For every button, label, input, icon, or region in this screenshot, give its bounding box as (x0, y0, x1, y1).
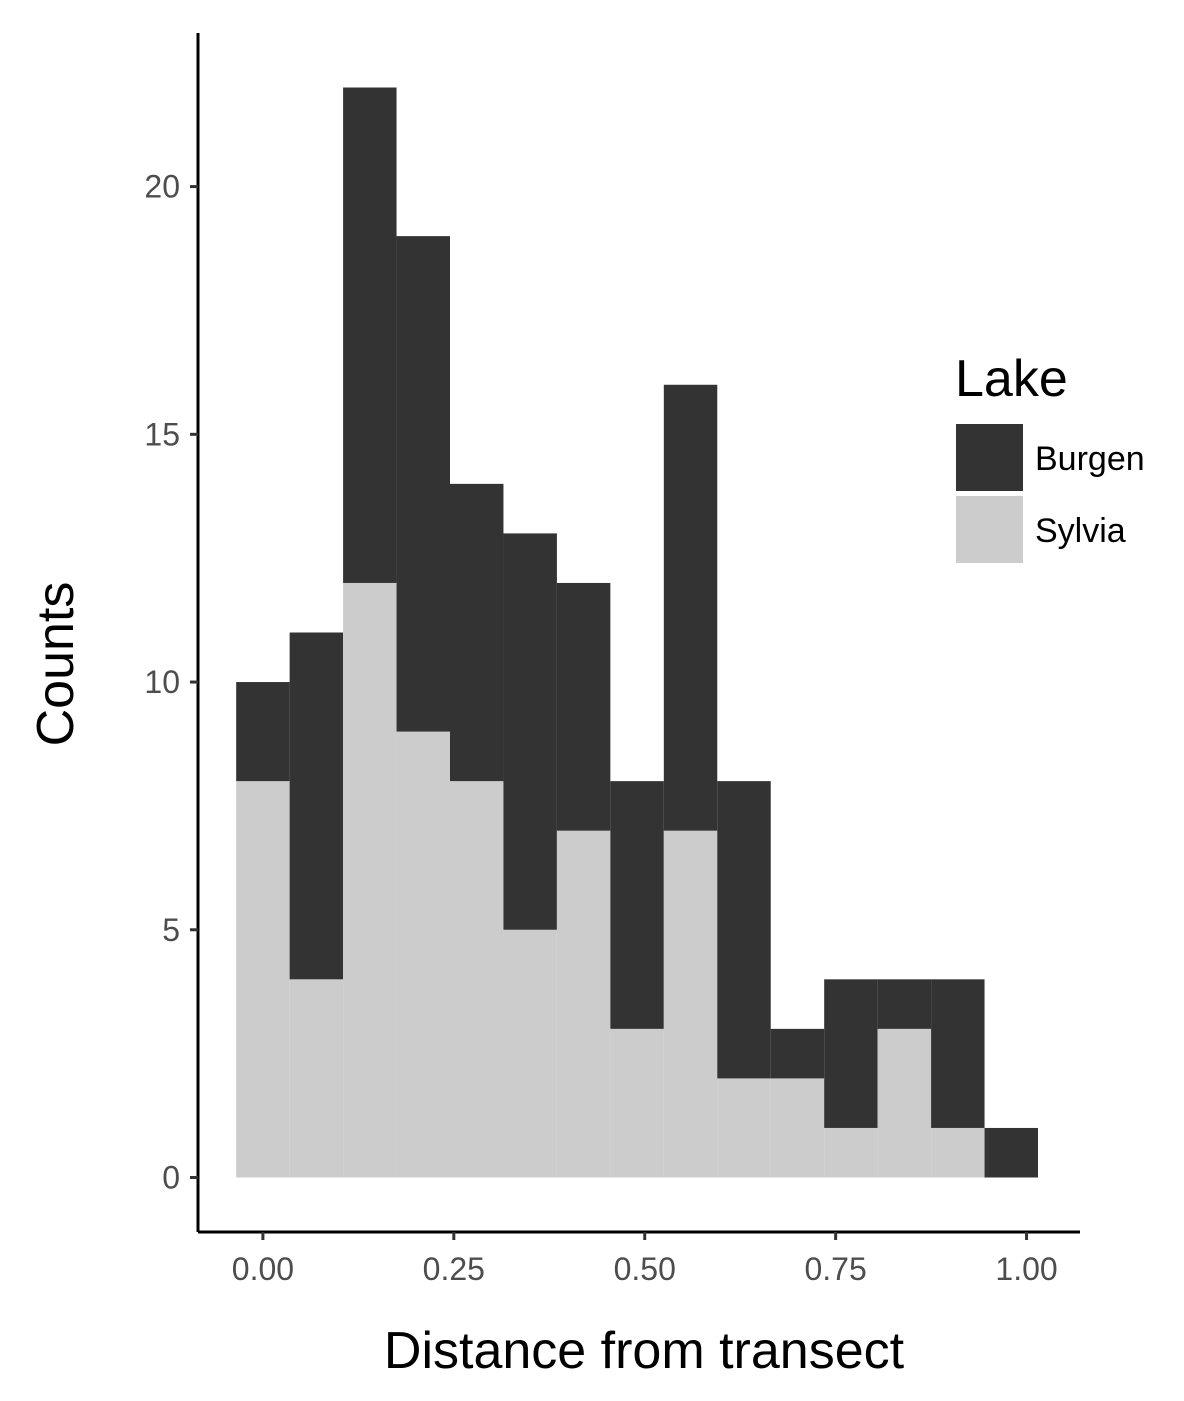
x-axis-ticks: 0.00 0.25 0.50 0.75 1.00 (232, 1232, 1058, 1287)
bar-sylvia-8 (663, 830, 718, 1178)
bar-burgen-6 (556, 582, 611, 831)
x-tick-label: 1.00 (995, 1251, 1057, 1287)
legend-label-sylvia: Sylvia (1035, 512, 1126, 550)
bar-sylvia-12 (877, 1028, 932, 1178)
bar-burgen-2 (343, 87, 397, 583)
bar-sylvia-3 (396, 731, 450, 1178)
bar-burgen-9 (717, 781, 771, 1079)
x-tick-label: 0.75 (804, 1251, 866, 1287)
x-axis-title: Distance from transect (384, 1322, 905, 1380)
x-tick-label: 0.50 (614, 1251, 676, 1287)
bar-sylvia-4 (450, 781, 504, 1178)
y-tick-label: 15 (144, 416, 180, 452)
bar-burgen-14 (984, 1127, 1038, 1178)
legend: Lake Burgen Sylvia (955, 350, 1145, 563)
legend-label-burgen: Burgen (1035, 440, 1145, 478)
bar-burgen-10 (770, 1028, 825, 1079)
bar-sylvia-1 (289, 979, 344, 1178)
x-tick-label: 0.25 (423, 1251, 485, 1287)
y-tick-label: 5 (162, 912, 180, 948)
bars-layer (236, 87, 1038, 1178)
legend-key-sylvia (956, 496, 1023, 563)
bar-burgen-5 (503, 533, 557, 930)
bar-sylvia-9 (717, 1078, 771, 1178)
bar-burgen-8 (663, 384, 718, 831)
bar-burgen-1 (289, 632, 344, 980)
bar-burgen-11 (824, 979, 878, 1128)
y-tick-label: 0 (162, 1160, 180, 1196)
bar-burgen-12 (877, 979, 932, 1029)
bar-burgen-4 (450, 483, 504, 782)
bar-sylvia-11 (824, 1127, 878, 1178)
y-tick-label: 10 (144, 664, 180, 700)
bar-burgen-3 (396, 236, 450, 732)
bar-burgen-13 (931, 979, 985, 1128)
bar-sylvia-10 (770, 1078, 825, 1178)
bar-sylvia-5 (503, 929, 557, 1178)
bar-burgen-7 (610, 781, 664, 1029)
bar-sylvia-7 (610, 1028, 664, 1178)
y-tick-label: 20 (144, 169, 180, 205)
x-tick-label: 0.00 (232, 1251, 294, 1287)
y-axis-title: Counts (27, 582, 85, 747)
legend-key-burgen (956, 424, 1023, 491)
legend-title: Lake (955, 350, 1068, 408)
bar-sylvia-6 (556, 830, 611, 1178)
bar-sylvia-13 (931, 1127, 985, 1178)
y-axis-ticks: 0 5 10 15 20 (144, 169, 198, 1196)
bar-sylvia-0 (236, 781, 290, 1178)
bar-burgen-0 (236, 682, 290, 782)
bar-sylvia-2 (343, 582, 397, 1178)
